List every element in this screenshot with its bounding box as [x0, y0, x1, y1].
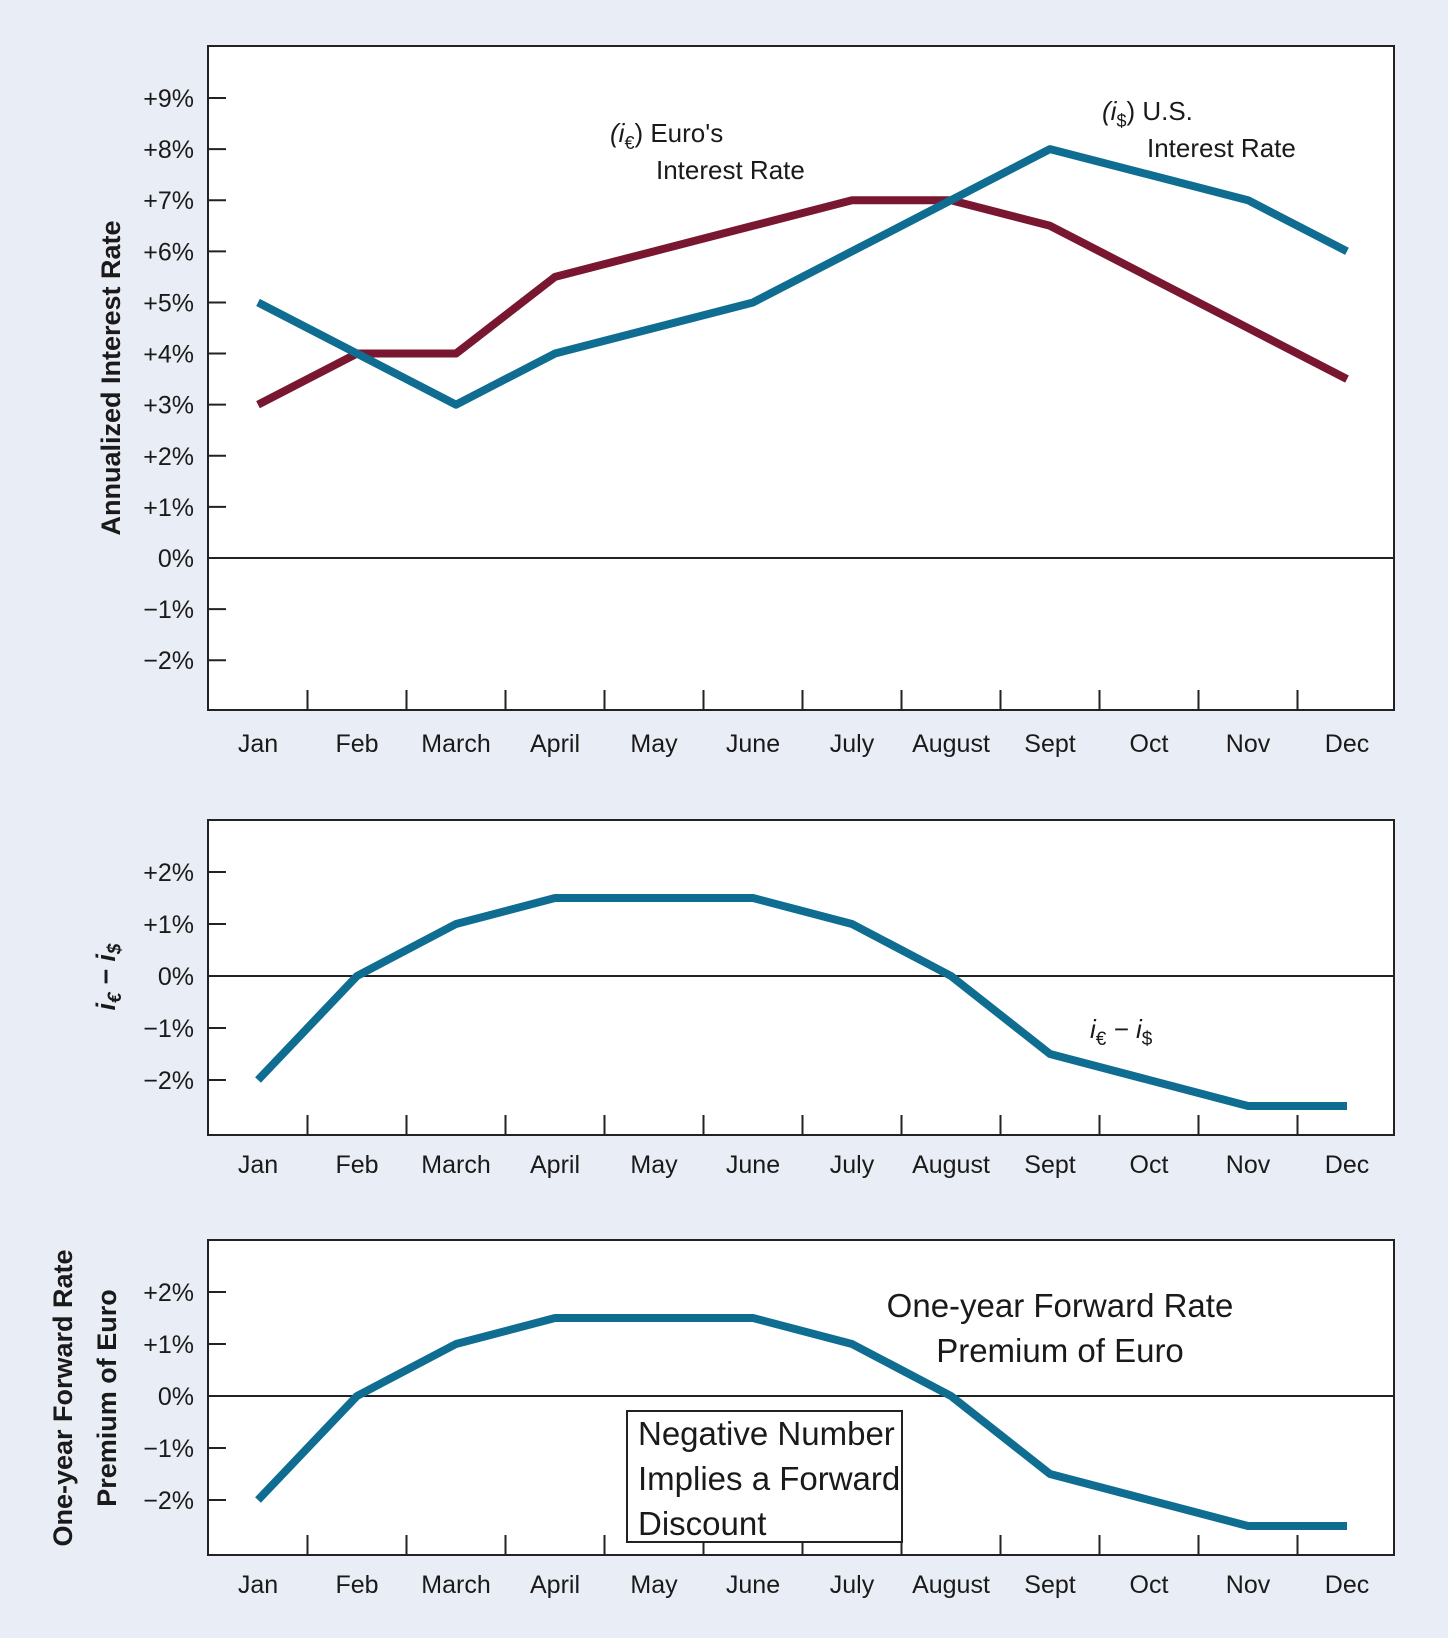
y-axis-label: i€ − i$: [91, 943, 126, 1010]
x-tick-label: April: [530, 1571, 580, 1599]
x-tick-label: July: [830, 1151, 875, 1179]
x-tick-label: Sept: [1024, 730, 1075, 758]
y-tick-label: 0%: [158, 1383, 194, 1411]
forward-premium-panel: +2% +1% 0% −1% −2% Jan Feb March April May June Jul…: [48, 1239, 1395, 1599]
series-lines: [255, 1314, 1347, 1530]
x-tick-label: Feb: [335, 1571, 378, 1599]
x-tick-label: Feb: [335, 1151, 378, 1179]
x-tick-label: Oct: [1130, 1151, 1169, 1179]
x-tick-label: Nov: [1226, 1151, 1271, 1179]
annotation-box-line1: Negative Number: [638, 1415, 895, 1452]
y-tick-label: +9%: [143, 85, 194, 113]
y-axis-label-line2: Premium of Euro: [92, 1289, 122, 1507]
annotation-box-line3: Discount: [638, 1505, 766, 1542]
x-tick-label: March: [421, 1151, 490, 1179]
euro-series-label-line2: Interest Rate: [656, 155, 805, 185]
y-tick-label: +1%: [143, 911, 194, 939]
y-tick-label: −2%: [143, 647, 194, 675]
x-tick-label: July: [830, 1571, 875, 1599]
y-tick-label: +8%: [143, 136, 194, 164]
y-tick-label: −1%: [143, 1015, 194, 1043]
x-tick-label: Sept: [1024, 1571, 1075, 1599]
interest-rate-panel: +9% +8% +7% +6% +5% +4% +3% +2% +1% 0% −1% −2% Jan Fe…: [96, 45, 1395, 758]
axis-ticks: +9% +8% +7% +6% +5% +4% +3% +2% +1% 0% −1% −2% Jan Fe…: [143, 85, 1394, 758]
x-tick-label: Jan: [238, 1151, 278, 1179]
x-tick-label: August: [912, 730, 990, 758]
x-tick-label: Dec: [1325, 1571, 1369, 1599]
series-line: [255, 1314, 1347, 1530]
x-tick-label: June: [726, 730, 780, 758]
annotation-box-line2: Implies a Forward: [638, 1460, 900, 1497]
differential-series-label: i€ − i$: [1090, 1014, 1153, 1050]
x-tick-label: Jan: [238, 730, 278, 758]
y-tick-label: +6%: [143, 238, 194, 266]
y-tick-label: −1%: [143, 596, 194, 624]
y-axis-label-line1: One-year Forward Rate: [48, 1249, 78, 1546]
x-tick-label: March: [421, 1571, 490, 1599]
interest-differential-panel: +2% +1% 0% −1% −2% Jan Feb March April May June Jul…: [91, 819, 1395, 1179]
y-tick-label: +2%: [143, 859, 194, 887]
x-tick-label: Nov: [1226, 730, 1271, 758]
series-line: [256, 145, 1349, 409]
x-tick-label: Oct: [1130, 1571, 1169, 1599]
y-tick-label: +2%: [143, 443, 194, 471]
axis-ticks: +2% +1% 0% −1% −2% Jan Feb March April May June Jul…: [143, 1279, 1394, 1599]
series-title-line1: One-year Forward Rate: [887, 1287, 1234, 1324]
y-axis-label: Annualized Interest Rate: [96, 220, 126, 535]
x-tick-label: Nov: [1226, 1571, 1271, 1599]
x-tick-label: August: [912, 1571, 990, 1599]
y-tick-label: +5%: [143, 289, 194, 317]
annotation-box: [626, 1410, 903, 1543]
x-tick-label: May: [630, 1571, 678, 1599]
y-tick-label: −1%: [143, 1435, 194, 1463]
y-tick-label: +1%: [143, 494, 194, 522]
plot-frame: [207, 819, 1395, 1136]
x-tick-label: May: [630, 1151, 678, 1179]
x-tick-label: Dec: [1325, 730, 1369, 758]
x-tick-label: March: [421, 730, 490, 758]
x-tick-label: August: [912, 1151, 990, 1179]
us-series-label-line2: Interest Rate: [1147, 133, 1296, 163]
x-tick-label: April: [530, 730, 580, 758]
x-tick-label: Sept: [1024, 1151, 1075, 1179]
axis-ticks: +2% +1% 0% −1% −2% Jan Feb March April May June Jul…: [143, 859, 1394, 1179]
euro-series-label: (i€) Euro's: [610, 118, 723, 153]
x-tick-label: May: [630, 730, 678, 758]
us-series-label: (i$) U.S.: [1102, 96, 1193, 131]
series-lines: [256, 145, 1349, 409]
y-tick-label: +3%: [143, 392, 194, 420]
y-tick-label: 0%: [158, 963, 194, 991]
x-tick-label: June: [726, 1151, 780, 1179]
y-tick-label: +4%: [143, 341, 194, 369]
series-title-line2: Premium of Euro: [936, 1332, 1184, 1369]
x-tick-label: Dec: [1325, 1151, 1369, 1179]
series-lines: [255, 894, 1347, 1110]
y-tick-label: 0%: [158, 545, 194, 573]
series-line: [255, 894, 1347, 1110]
x-tick-label: Jan: [238, 1571, 278, 1599]
y-tick-label: −2%: [143, 1487, 194, 1515]
x-tick-label: July: [830, 730, 875, 758]
x-tick-label: Oct: [1130, 730, 1169, 758]
y-tick-label: +7%: [143, 187, 194, 215]
x-tick-label: June: [726, 1571, 780, 1599]
y-tick-label: +2%: [143, 1279, 194, 1307]
y-tick-label: +1%: [143, 1331, 194, 1359]
y-tick-label: −2%: [143, 1067, 194, 1095]
x-tick-label: Feb: [335, 730, 378, 758]
series-line: [256, 196, 1349, 409]
x-tick-label: April: [530, 1151, 580, 1179]
